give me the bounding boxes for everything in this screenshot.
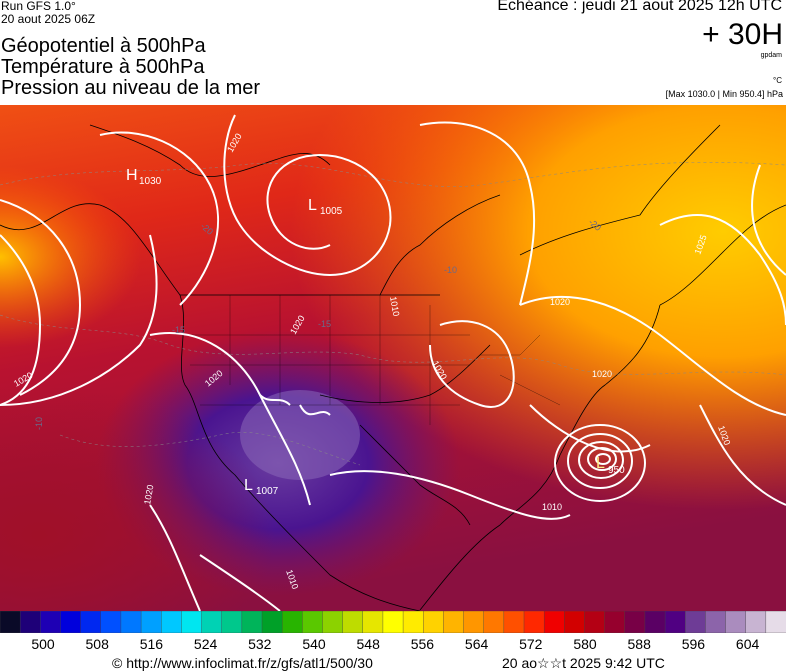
generated-time: 20 ao☆☆t 2025 9:42 UTC [502,655,665,671]
title-geopotential: Géopotentiel à 500hPa [1,35,206,57]
scale-swatch [342,611,364,633]
scale-swatch [120,611,142,633]
scale-swatch [443,611,465,633]
low-center-marker: L [308,197,317,214]
scale-tick-label: 604 [735,636,760,652]
scale-tick-label: 500 [31,636,55,652]
temperature-isotherms [0,162,786,466]
scale-tick-label: 556 [410,636,435,652]
isotherm-label: -15 [318,319,331,329]
isobar-label: 1020 [550,297,570,307]
scale-swatch [0,611,21,633]
isobar-label: 1020 [142,484,155,505]
scale-tick-label: 564 [464,636,489,652]
scale-swatch [181,611,203,633]
isobars [0,114,786,611]
high-center-marker: H [126,167,138,184]
isobar-label: 1020 [592,369,612,379]
run-label: Run GFS 1.0° [1,0,76,13]
scale-swatch [523,611,545,633]
scale-swatch [705,611,727,633]
low-center-marker: L [596,455,605,472]
scale-swatch [584,611,606,633]
scale-swatch [644,611,666,633]
scale-swatch [564,611,586,633]
scale-swatch [80,611,102,633]
scale-tick-label: 596 [681,636,706,652]
scale-swatch [261,611,283,633]
scale-swatch [322,611,344,633]
scale-tick-label: 516 [139,636,164,652]
scale-tick-label: 588 [627,636,651,652]
scale-swatch [685,611,707,633]
scale-swatch [463,611,485,633]
scale-swatch [765,611,786,633]
scale-swatch [241,611,263,633]
scale-swatch [302,611,324,633]
scale-swatch [423,611,445,633]
scale-tick-label: 548 [356,636,380,652]
scale-swatch [100,611,122,633]
scale-swatch [60,611,82,633]
pressure-range: [Max 1030.0 | Min 950.4] hPa [665,89,783,99]
scale-swatch [745,611,767,633]
scale-swatch [161,611,183,633]
isobar-label: 1010 [542,502,562,512]
scale-swatch [624,611,646,633]
scale-tick-label: 572 [519,636,543,652]
low-center-marker: L [244,477,253,494]
title-pressure: Pression au niveau de la mer [1,77,261,99]
scale-swatch [604,611,626,633]
scale-swatch [140,611,163,633]
color-scale [0,611,786,633]
scale-swatch [543,611,566,633]
isotherm-label: -15 [172,325,185,335]
scale-tick-label: 540 [302,636,326,652]
scale-swatch [664,611,687,633]
source-url[interactable]: © http://www.infoclimat.fr/z/gfs/atl1/50… [112,655,373,671]
isotherm-label: -10 [34,417,44,430]
scale-tick-label: 508 [85,636,109,652]
weather-map[interactable]: H 1030 L 1005 L 1007 L 950 1020 1020 102… [0,105,786,611]
run-date: 20 aout 2025 06Z [1,12,96,26]
scale-swatch [725,611,747,633]
scale-swatch [402,611,425,633]
scale-tick-label: 532 [248,636,272,652]
high-center-value: 1030 [139,176,162,187]
scale-swatch [483,611,505,633]
isobar-label: 1010 [388,296,401,317]
scale-swatch [281,611,304,633]
forecast-time: Echéance : jeudi 21 aout 2025 12h UTC [497,0,782,14]
scale-tick-label: 524 [193,636,218,652]
map-titles: Géopotentiel à 500hPa Température à 500h… [1,36,260,99]
forecast-hour: + 30H [702,18,783,51]
scale-swatch [503,611,525,633]
scale-tick-label: 580 [573,636,597,652]
scale-swatch [40,611,62,633]
isotherm-label: -10 [444,265,457,275]
low-center-value: 1007 [256,486,279,497]
low-center-value: 1005 [320,206,343,217]
unit-celsius: °C [773,76,782,85]
scale-swatch [201,611,223,633]
scale-swatch [19,611,42,633]
low-center-value: 950 [608,465,625,476]
scale-swatch [362,611,384,633]
run-info: Run GFS 1.0° 20 aout 2025 06Z [1,0,95,26]
scale-swatch [382,611,404,633]
title-temperature: Température à 500hPa [1,56,205,78]
scale-swatch [221,611,243,633]
state-borders [185,295,561,425]
unit-gpdam: gpdam [760,52,782,59]
